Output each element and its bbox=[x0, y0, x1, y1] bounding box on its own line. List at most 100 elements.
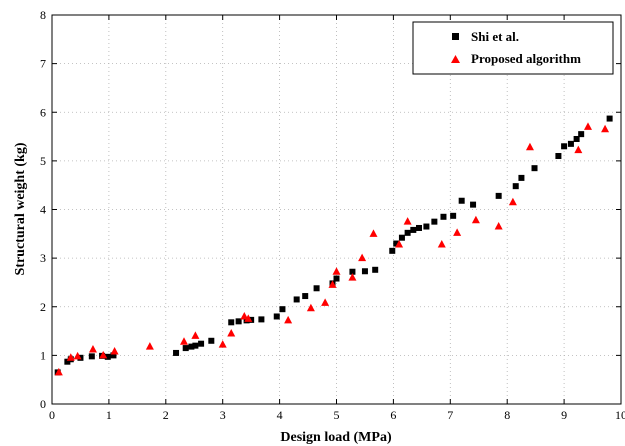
data-point-triangle bbox=[332, 267, 341, 275]
series-shi-et-al bbox=[54, 115, 613, 376]
axis-ticks bbox=[51, 14, 622, 405]
data-point-square bbox=[561, 143, 568, 150]
data-point-triangle bbox=[191, 331, 200, 339]
data-point-triangle bbox=[99, 350, 108, 359]
data-point-triangle bbox=[54, 367, 63, 376]
data-point-triangle bbox=[348, 273, 357, 281]
data-point-triangle bbox=[328, 280, 337, 288]
data-series bbox=[54, 115, 613, 376]
data-point-square bbox=[555, 153, 562, 160]
data-point-square bbox=[64, 358, 71, 365]
data-point-square bbox=[279, 306, 286, 313]
data-point-triangle bbox=[218, 340, 227, 348]
legend-label-shi: Shi et al. bbox=[471, 29, 519, 44]
data-point-triangle bbox=[88, 345, 97, 353]
data-point-triangle bbox=[601, 124, 610, 133]
legend-marker-proposed bbox=[451, 55, 460, 63]
data-point-triangle bbox=[244, 314, 253, 322]
x-tick-label: 9 bbox=[561, 408, 567, 422]
data-point-square bbox=[349, 268, 356, 275]
y-tick-label: 5 bbox=[40, 154, 46, 168]
data-point-square bbox=[273, 313, 280, 320]
data-point-triangle bbox=[73, 351, 82, 360]
data-point-square bbox=[188, 343, 195, 350]
data-point-square bbox=[313, 285, 320, 292]
data-point-triangle bbox=[145, 342, 154, 350]
data-point-square bbox=[440, 213, 447, 220]
data-point-square bbox=[423, 223, 430, 230]
data-point-triangle bbox=[66, 353, 75, 361]
data-point-triangle bbox=[471, 215, 480, 224]
data-point-square bbox=[518, 174, 525, 181]
data-point-square bbox=[88, 353, 95, 360]
data-point-square bbox=[531, 165, 538, 172]
x-tick-label: 6 bbox=[390, 408, 396, 422]
grid-lines bbox=[52, 15, 621, 404]
y-tick-label: 7 bbox=[40, 57, 46, 71]
y-tick-label: 4 bbox=[40, 203, 46, 217]
y-tick-label: 0 bbox=[40, 397, 46, 411]
data-point-triangle bbox=[321, 298, 330, 306]
data-point-triangle bbox=[240, 311, 249, 320]
y-tick-label: 3 bbox=[40, 251, 46, 265]
data-point-triangle bbox=[494, 222, 503, 230]
data-point-square bbox=[302, 293, 309, 300]
data-point-square bbox=[361, 268, 368, 275]
data-point-square bbox=[198, 340, 205, 347]
data-point-square bbox=[573, 135, 580, 142]
data-point-square bbox=[410, 226, 417, 233]
data-point-triangle bbox=[453, 228, 462, 236]
data-point-square bbox=[192, 342, 199, 349]
data-point-square bbox=[416, 224, 423, 231]
data-point-square bbox=[567, 140, 574, 147]
data-point-triangle bbox=[180, 337, 189, 345]
data-point-square bbox=[606, 115, 613, 122]
x-tick-label: 5 bbox=[334, 408, 340, 422]
data-point-triangle bbox=[437, 240, 446, 248]
tick-labels: 0 1 2 3 4 5 6 7 8 9 10 0 1 2 3 4 5 6 7 8 bbox=[40, 8, 625, 422]
data-point-triangle bbox=[369, 229, 378, 237]
data-point-square bbox=[182, 345, 189, 352]
legend: Shi et al. Proposed algorithm bbox=[412, 21, 614, 75]
x-tick-label: 1 bbox=[106, 408, 112, 422]
data-point-square bbox=[389, 247, 396, 254]
data-point-triangle bbox=[284, 315, 293, 324]
legend-box bbox=[412, 21, 614, 75]
data-point-triangle bbox=[358, 253, 367, 262]
x-tick-label: 2 bbox=[163, 408, 169, 422]
data-point-square bbox=[372, 266, 379, 273]
legend-marker-shi bbox=[452, 33, 459, 40]
data-point-square bbox=[450, 212, 457, 219]
y-tick-label: 1 bbox=[40, 348, 46, 362]
x-tick-label: 4 bbox=[277, 408, 283, 422]
y-axis-label: Structural weight (kg) bbox=[13, 142, 28, 275]
data-point-triangle bbox=[403, 217, 412, 225]
x-tick-label: 3 bbox=[220, 408, 226, 422]
data-point-triangle bbox=[574, 145, 583, 154]
data-point-triangle bbox=[110, 346, 119, 355]
x-axis-label: Design load (MPa) bbox=[280, 430, 392, 445]
x-tick-label: 10 bbox=[615, 408, 625, 422]
data-point-triangle bbox=[306, 303, 315, 312]
x-tick-label: 7 bbox=[447, 408, 453, 422]
x-tick-label: 8 bbox=[504, 408, 510, 422]
data-point-square bbox=[104, 353, 111, 360]
legend-label-proposed: Proposed algorithm bbox=[471, 51, 581, 66]
data-point-square bbox=[404, 229, 411, 236]
data-point-square bbox=[470, 201, 477, 208]
data-point-triangle bbox=[583, 122, 592, 130]
data-point-triangle bbox=[395, 240, 404, 248]
data-point-square bbox=[228, 319, 235, 326]
data-point-triangle bbox=[508, 197, 517, 206]
data-point-square bbox=[495, 192, 502, 199]
data-point-triangle bbox=[227, 328, 236, 337]
y-tick-label: 6 bbox=[40, 105, 46, 119]
data-point-triangle bbox=[525, 142, 534, 151]
data-point-square bbox=[398, 234, 405, 241]
data-point-square bbox=[578, 131, 585, 138]
data-point-square bbox=[512, 183, 519, 190]
data-point-square bbox=[333, 275, 340, 282]
data-point-square bbox=[293, 296, 300, 303]
series-proposed-algorithm bbox=[54, 122, 610, 376]
